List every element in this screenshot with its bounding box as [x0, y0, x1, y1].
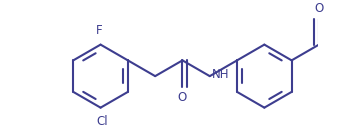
Text: O: O [314, 2, 324, 15]
Text: Cl: Cl [96, 115, 108, 128]
Text: F: F [96, 24, 102, 37]
Text: NH: NH [212, 68, 229, 81]
Text: O: O [178, 92, 187, 105]
